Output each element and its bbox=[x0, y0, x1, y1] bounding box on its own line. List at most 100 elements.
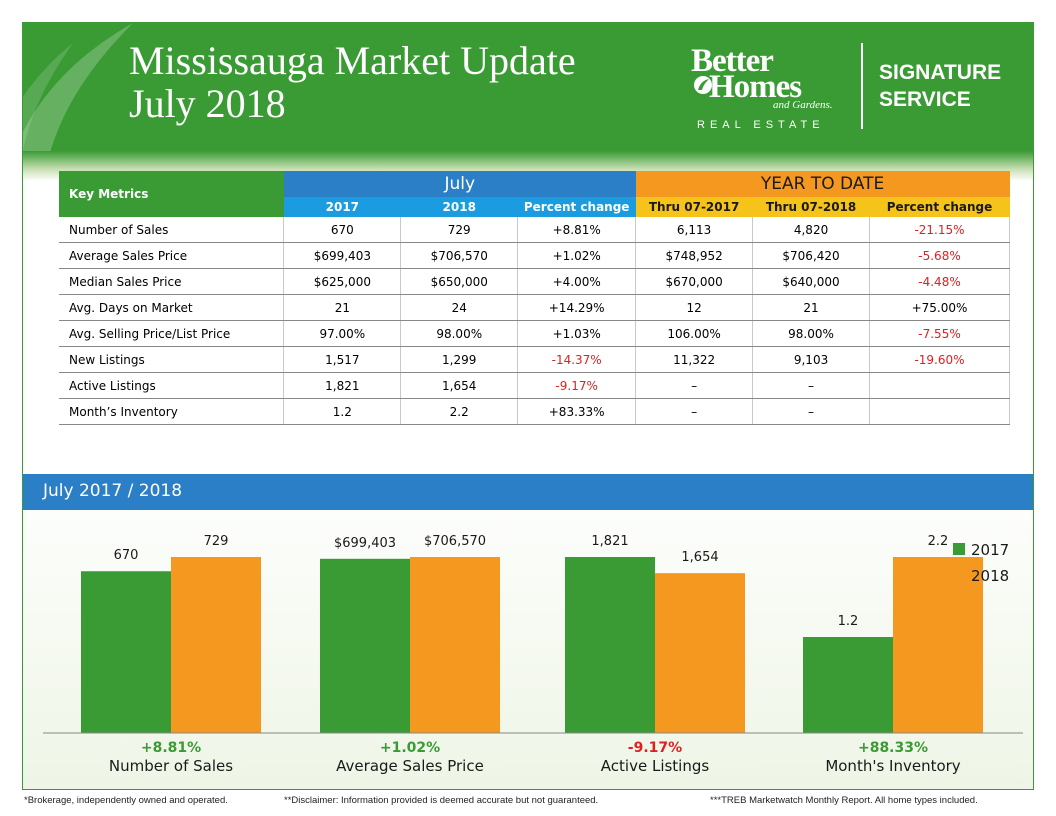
metric-value: +1.03% bbox=[517, 320, 637, 347]
metric-value: 24 bbox=[400, 294, 519, 321]
metric-value: 1,821 bbox=[283, 372, 402, 399]
metric-value: $625,000 bbox=[283, 268, 402, 295]
legend-label: 2017 bbox=[971, 541, 1009, 559]
metric-value: $748,952 bbox=[635, 242, 754, 269]
chart-section-title: July 2017 / 2018 bbox=[43, 481, 183, 501]
grass-swoosh-graphic bbox=[23, 23, 133, 183]
metric-label: New Listings bbox=[59, 346, 285, 373]
category-tick-label: Active Listings bbox=[601, 757, 710, 775]
metric-value: $640,000 bbox=[752, 268, 871, 295]
legend-label: 2018 bbox=[971, 567, 1009, 585]
title-line-2: July 2018 bbox=[129, 81, 286, 126]
metric-value: 1,517 bbox=[283, 346, 402, 373]
col-header-ytd-change: Percent change bbox=[869, 197, 1010, 217]
metric-value: 1,299 bbox=[400, 346, 519, 373]
table-row: Average Sales Price $699,403 $706,570 +1.02… bbox=[59, 242, 1010, 269]
table-row: Number of Sales 670 729 +8.81% 6,113 4,820 -21… bbox=[59, 217, 1010, 243]
metric-value: -19.60% bbox=[869, 346, 1010, 373]
col-header-ytd-2018: Thru 07-2018 bbox=[752, 197, 870, 217]
chart-section-bar: July 2017 / 2018 bbox=[23, 474, 1033, 510]
footnote-source: ***TREB Marketwatch Monthly Report. All … bbox=[710, 795, 978, 806]
table-body: Number of Sales 670 729 +8.81% 6,113 4,820 -21… bbox=[59, 217, 1010, 425]
metric-label: Avg. Selling Price/List Price bbox=[59, 320, 285, 347]
metric-value: 1,654 bbox=[400, 372, 519, 399]
signature-service-logo: SIGNATURE SERVICE bbox=[879, 59, 1001, 113]
metric-value: +4.00% bbox=[517, 268, 637, 295]
metric-label: Active Listings bbox=[59, 372, 285, 399]
category-tick-label: Month's Inventory bbox=[825, 757, 960, 775]
data-label: 1,654 bbox=[681, 550, 718, 565]
metric-value: 729 bbox=[400, 217, 519, 243]
july-group-header: July bbox=[283, 171, 636, 197]
data-label: $706,570 bbox=[424, 534, 486, 549]
metric-value: +8.81% bbox=[517, 217, 637, 243]
metric-value: 21 bbox=[752, 294, 871, 321]
col-header-july-change: Percent change bbox=[517, 197, 636, 217]
logo-line-homes: Homes bbox=[709, 69, 802, 105]
metric-value: 106.00% bbox=[635, 320, 754, 347]
key-metrics-table: Key Metrics July YEAR TO DATE 2017 2018 … bbox=[59, 171, 1010, 425]
bar-2018 bbox=[171, 557, 261, 733]
metric-value: 4,820 bbox=[752, 217, 871, 243]
metric-value: $699,403 bbox=[283, 242, 402, 269]
comparison-bar-chart: 670 729 +8.81%Number of Sales $699,403 $706,… bbox=[43, 534, 1023, 775]
metric-value: – bbox=[635, 372, 754, 399]
service-line: SERVICE bbox=[879, 88, 971, 111]
bar-2018 bbox=[893, 557, 983, 733]
key-metrics-header: Key Metrics bbox=[59, 171, 284, 217]
col-header-ytd-2017: Thru 07-2017 bbox=[635, 197, 753, 217]
data-label: 670 bbox=[114, 548, 139, 563]
metric-value: 98.00% bbox=[400, 320, 519, 347]
logo-line-gardens: and Gardens. bbox=[773, 99, 833, 111]
bar-2018 bbox=[410, 557, 500, 733]
data-label: 1,821 bbox=[591, 534, 628, 549]
metric-value: +75.00% bbox=[869, 294, 1010, 321]
metric-value: $650,000 bbox=[400, 268, 519, 295]
header-banner: Mississauga Market Update July 2018 Bett… bbox=[23, 23, 1033, 183]
metric-value: -7.55% bbox=[869, 320, 1010, 347]
legend-swatch-2018 bbox=[953, 569, 965, 581]
data-label: 1.2 bbox=[838, 614, 859, 629]
category-tick-label: Average Sales Price bbox=[336, 757, 484, 775]
metric-value: 11,322 bbox=[635, 346, 754, 373]
metric-value: -9.17% bbox=[517, 372, 637, 399]
leaf-icon bbox=[694, 76, 712, 94]
metric-label: Average Sales Price bbox=[59, 242, 285, 269]
category-tick-label: Number of Sales bbox=[109, 757, 233, 775]
metric-value bbox=[869, 398, 1010, 425]
data-label: 729 bbox=[204, 534, 229, 549]
metric-value: – bbox=[752, 398, 871, 425]
metric-value bbox=[869, 372, 1010, 399]
title-line-1: Mississauga Market Update bbox=[129, 38, 576, 83]
col-header-2018: 2018 bbox=[400, 197, 518, 217]
table-row: New Listings 1,517 1,299 -14.37% 11,322 9,103… bbox=[59, 346, 1010, 373]
metric-value: $670,000 bbox=[635, 268, 754, 295]
table-row: Active Listings 1,821 1,654 -9.17% – – bbox=[59, 372, 1010, 399]
logo-divider bbox=[861, 43, 863, 129]
metric-value: 97.00% bbox=[283, 320, 402, 347]
metric-value: +83.33% bbox=[517, 398, 637, 425]
metric-label: Median Sales Price bbox=[59, 268, 285, 295]
table-row: Median Sales Price $625,000 $650,000 +4.00%… bbox=[59, 268, 1010, 295]
table-row: Avg. Selling Price/List Price 97.00% 98.00… bbox=[59, 320, 1010, 347]
data-label: $699,403 bbox=[334, 536, 396, 551]
metric-value: $706,420 bbox=[752, 242, 871, 269]
metric-value: -4.48% bbox=[869, 268, 1010, 295]
metric-label: Number of Sales bbox=[59, 217, 285, 243]
metric-label: Avg. Days on Market bbox=[59, 294, 285, 321]
metric-value: 9,103 bbox=[752, 346, 871, 373]
bar-2018 bbox=[655, 573, 745, 733]
metric-value: 1.2 bbox=[283, 398, 402, 425]
ytd-group-header: YEAR TO DATE bbox=[635, 171, 1010, 197]
report-title: Mississauga Market Update July 2018 bbox=[129, 39, 576, 125]
col-header-2017: 2017 bbox=[283, 197, 401, 217]
percent-change-label: +1.02% bbox=[380, 740, 440, 756]
logo-line-better: Better bbox=[691, 43, 774, 79]
table-row: Month’s Inventory 1.2 2.2 +83.33% – – bbox=[59, 398, 1010, 425]
percent-change-label: +88.33% bbox=[858, 740, 928, 756]
legend-swatch-2017 bbox=[953, 543, 965, 555]
bar-2017 bbox=[320, 558, 410, 733]
metric-value: – bbox=[635, 398, 754, 425]
signature-line: SIGNATURE bbox=[879, 61, 1002, 84]
metric-value: 98.00% bbox=[752, 320, 871, 347]
